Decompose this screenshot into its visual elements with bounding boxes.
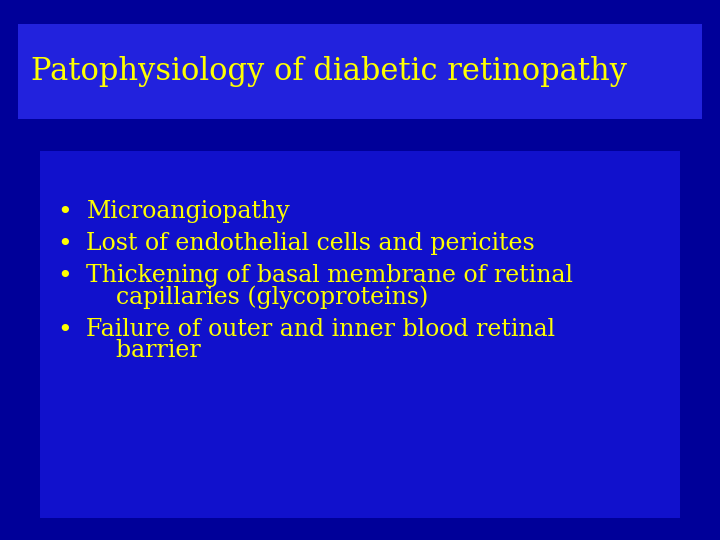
Text: Thickening of basal membrane of retinal: Thickening of basal membrane of retinal — [86, 264, 573, 287]
Text: barrier: barrier — [86, 339, 201, 362]
Text: Patophysiology of diabetic retinopathy: Patophysiology of diabetic retinopathy — [31, 56, 627, 87]
Text: Failure of outer and inner blood retinal: Failure of outer and inner blood retinal — [86, 318, 556, 341]
Text: Microangiopathy: Microangiopathy — [86, 200, 290, 223]
Text: •: • — [58, 264, 72, 288]
Text: •: • — [58, 200, 72, 224]
Text: Lost of endothelial cells and pericites: Lost of endothelial cells and pericites — [86, 232, 535, 255]
Text: •: • — [58, 232, 72, 256]
Text: capillaries (glycoproteins): capillaries (glycoproteins) — [86, 286, 429, 309]
Text: •: • — [58, 318, 72, 342]
